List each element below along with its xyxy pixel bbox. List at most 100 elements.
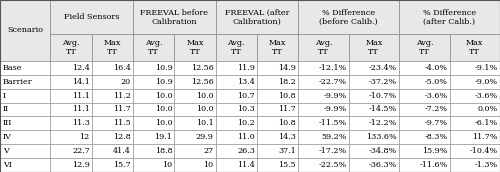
Bar	[348, 144, 399, 158]
Bar	[399, 103, 450, 116]
Text: 11.1: 11.1	[72, 92, 90, 100]
Bar	[216, 61, 257, 75]
Text: I: I	[3, 92, 6, 100]
Text: III: III	[3, 119, 13, 127]
Bar	[298, 0, 399, 34]
Text: -5.0%: -5.0%	[424, 78, 448, 86]
Text: Max
TT: Max TT	[186, 39, 204, 56]
Text: 11.7: 11.7	[278, 105, 296, 114]
Bar	[450, 130, 500, 144]
Text: -34.8%: -34.8%	[369, 147, 397, 155]
Bar	[216, 103, 257, 116]
Bar	[216, 144, 257, 158]
Bar	[348, 61, 399, 75]
Bar	[0, 89, 50, 103]
Text: Barrier: Barrier	[3, 78, 32, 86]
Text: 10.0: 10.0	[196, 105, 214, 114]
Text: 11.2: 11.2	[113, 92, 131, 100]
Text: -12.2%: -12.2%	[368, 119, 397, 127]
Text: 10.0: 10.0	[154, 105, 172, 114]
Bar	[216, 130, 257, 144]
Text: 10.2: 10.2	[237, 119, 255, 127]
Text: 12.56: 12.56	[190, 64, 214, 72]
Text: 10: 10	[204, 161, 214, 169]
Bar	[257, 75, 298, 89]
Text: 18.2: 18.2	[278, 78, 296, 86]
Text: 10.7: 10.7	[238, 92, 255, 100]
Bar	[92, 103, 133, 116]
Bar	[257, 61, 298, 75]
Text: -37.2%: -37.2%	[369, 78, 397, 86]
Bar	[92, 116, 133, 130]
Bar	[298, 61, 348, 75]
Text: Scenario: Scenario	[7, 26, 43, 34]
Text: VI: VI	[3, 161, 12, 169]
Text: 11.4: 11.4	[237, 161, 255, 169]
Text: 11.7: 11.7	[114, 105, 131, 114]
Text: 29.9: 29.9	[196, 133, 214, 141]
Text: 26.3: 26.3	[237, 147, 255, 155]
Text: 14.3: 14.3	[278, 133, 296, 141]
Text: 11.5: 11.5	[114, 119, 131, 127]
Bar	[133, 34, 174, 61]
Text: 11.0: 11.0	[237, 133, 255, 141]
Bar	[50, 75, 92, 89]
Bar	[0, 0, 50, 61]
Text: 12.9: 12.9	[72, 161, 90, 169]
Text: -9.0%: -9.0%	[475, 78, 498, 86]
Bar	[298, 158, 348, 172]
Text: 11.1: 11.1	[72, 105, 90, 114]
Text: -9.1%: -9.1%	[475, 64, 498, 72]
Bar	[174, 34, 216, 61]
Text: 37.1: 37.1	[278, 147, 296, 155]
Text: -11.6%: -11.6%	[419, 161, 448, 169]
Bar	[174, 144, 216, 158]
Text: -1.3%: -1.3%	[475, 161, 498, 169]
Bar	[133, 158, 174, 172]
Bar	[257, 103, 298, 116]
Bar	[0, 103, 50, 116]
Bar	[348, 130, 399, 144]
Text: 12.4: 12.4	[72, 64, 90, 72]
Bar	[348, 103, 399, 116]
Text: 18.8: 18.8	[154, 147, 172, 155]
Bar	[50, 61, 92, 75]
Bar	[0, 61, 50, 75]
Text: 10.0: 10.0	[154, 92, 172, 100]
Bar	[174, 158, 216, 172]
Bar	[216, 158, 257, 172]
Text: -22.5%: -22.5%	[318, 161, 346, 169]
Bar	[92, 34, 133, 61]
Text: II: II	[3, 105, 9, 114]
Bar	[348, 89, 399, 103]
Bar	[0, 130, 50, 144]
Bar	[298, 144, 348, 158]
Bar	[174, 130, 216, 144]
Bar	[257, 130, 298, 144]
Bar	[50, 34, 92, 61]
Bar	[92, 130, 133, 144]
Text: 27: 27	[204, 147, 214, 155]
Bar	[174, 89, 216, 103]
Bar	[257, 158, 298, 172]
Text: 10.9: 10.9	[154, 78, 172, 86]
Bar	[257, 116, 298, 130]
Bar	[348, 158, 399, 172]
Text: -9.9%: -9.9%	[324, 92, 346, 100]
Text: 0.0%: 0.0%	[478, 105, 498, 114]
Text: Max
TT: Max TT	[104, 39, 121, 56]
Bar	[174, 116, 216, 130]
Bar	[0, 75, 50, 89]
Bar	[257, 34, 298, 61]
Text: 15.9%: 15.9%	[422, 147, 448, 155]
Bar	[450, 75, 500, 89]
Text: 15.5: 15.5	[278, 161, 296, 169]
Text: 13.4: 13.4	[237, 78, 255, 86]
Bar	[298, 130, 348, 144]
Text: -14.5%: -14.5%	[369, 105, 397, 114]
Bar	[399, 61, 450, 75]
Text: 10.3: 10.3	[237, 105, 255, 114]
Bar	[50, 0, 133, 34]
Text: -6.1%: -6.1%	[475, 119, 498, 127]
Bar	[450, 89, 500, 103]
